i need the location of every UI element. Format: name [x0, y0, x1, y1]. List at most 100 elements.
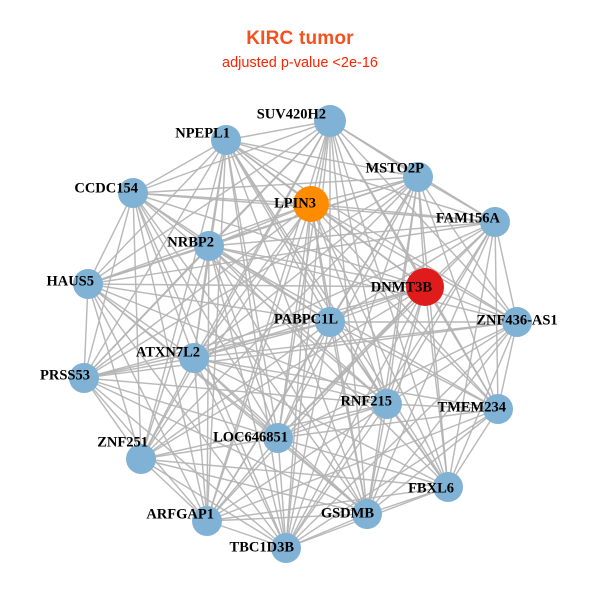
graph-node-msto2p[interactable] — [403, 162, 433, 192]
node-label-gsdmb: GSDMB — [321, 505, 375, 521]
graph-edge — [208, 245, 499, 410]
graph-edge — [83, 377, 142, 460]
graph-edge — [225, 139, 518, 323]
node-label-fam156a: FAM156A — [436, 210, 501, 226]
graph-node-lpin3[interactable] — [293, 186, 329, 222]
graph-edge — [366, 221, 496, 515]
graph-node-ccdc154[interactable] — [118, 178, 148, 208]
graph-edge — [225, 139, 331, 323]
graph-node-znf251[interactable] — [126, 444, 156, 474]
graph-edge — [310, 203, 426, 288]
graph-edge — [329, 120, 388, 405]
graph-edge — [285, 286, 426, 549]
graph-edge — [208, 245, 426, 288]
node-label-nrbp2: NRBP2 — [167, 234, 214, 250]
node-label-npepl1: NPEPL1 — [175, 125, 230, 141]
graph-edge — [132, 192, 279, 439]
graph-edge — [140, 458, 208, 522]
graph-edge — [208, 245, 287, 549]
graph-edge — [494, 221, 499, 410]
graph-edge — [193, 357, 499, 410]
graph-node-haus5[interactable] — [73, 269, 103, 299]
graph-edge — [140, 203, 312, 460]
graph-edge — [285, 321, 518, 549]
graph-edge — [193, 321, 331, 359]
graph-edge — [329, 321, 499, 410]
graph-node-tmem234[interactable] — [483, 394, 513, 424]
graph-edge — [87, 192, 134, 285]
graph-node-tbc1d3b[interactable] — [271, 533, 301, 563]
graph-edge — [386, 403, 499, 410]
graph-edge — [366, 408, 499, 515]
graph-node-nrbp2[interactable] — [194, 231, 224, 261]
graph-edge — [285, 321, 331, 549]
node-label-loc646851: LOC646851 — [213, 429, 288, 445]
graph-edge — [87, 283, 208, 522]
graph-edge — [83, 203, 312, 379]
labels-layer: SUV420H2 NPEPL1 MSTO2P CCDC154 LPIN3 FAM156A N… — [40, 106, 558, 555]
graph-edge — [277, 321, 518, 439]
graph-edge — [366, 403, 388, 515]
node-label-rnf215: RNF215 — [340, 393, 392, 409]
node-label-ccdc154: CCDC154 — [74, 180, 138, 196]
graph-edge — [206, 286, 426, 522]
graph-edge — [132, 192, 287, 549]
node-label-znf251: ZNF251 — [97, 434, 148, 450]
graph-edge — [310, 203, 388, 405]
graph-edge — [424, 286, 449, 488]
graph-node-prss53[interactable] — [69, 363, 99, 393]
graph-edge — [140, 458, 287, 549]
graph-edge — [225, 120, 331, 141]
node-label-arfgap1: ARFGAP1 — [146, 506, 214, 522]
graph-edge — [329, 120, 449, 488]
graph-edge — [277, 321, 331, 439]
graph-edge — [206, 408, 499, 522]
graph-node-dnmt3b[interactable] — [406, 268, 444, 306]
graph-node-gsdmb[interactable] — [352, 499, 382, 529]
graph-edge — [277, 437, 449, 488]
graph-node-arfgap1[interactable] — [192, 506, 222, 536]
graph-node-znf436-as1[interactable] — [502, 307, 532, 337]
graph-node-fbxl6[interactable] — [433, 472, 463, 502]
graph-edge — [193, 357, 208, 522]
graph-edge — [132, 192, 142, 460]
graph-edge — [83, 283, 89, 379]
graph-edge — [193, 203, 312, 359]
graph-edge — [193, 221, 496, 359]
graph-node-loc646851[interactable] — [263, 423, 293, 453]
node-label-msto2p: MSTO2P — [365, 160, 424, 176]
graph-edge — [310, 176, 419, 205]
graph-edge — [225, 139, 287, 549]
graph-edge — [225, 139, 496, 223]
graph-edge — [206, 486, 449, 522]
graph-edge — [140, 403, 388, 460]
node-label-lpin3: LPIN3 — [274, 195, 316, 211]
graph-node-atxn7l2[interactable] — [179, 343, 209, 373]
graph-edge — [277, 403, 388, 439]
graph-edge — [132, 192, 208, 522]
graph-edge — [193, 357, 449, 488]
graph-edge — [208, 245, 331, 323]
graph-edge — [386, 286, 426, 405]
graph-edge — [140, 458, 449, 488]
graph-edge — [329, 120, 518, 323]
graph-edge — [193, 286, 426, 359]
graph-edge — [447, 321, 518, 488]
graph-node-rnf215[interactable] — [372, 389, 402, 419]
graph-edge — [206, 203, 312, 522]
graph-node-suv420h2[interactable] — [314, 105, 346, 137]
graph-edge — [206, 513, 368, 522]
graph-edge — [285, 221, 496, 549]
graph-edge — [132, 120, 331, 194]
graph-edge — [87, 283, 426, 288]
graph-edge — [83, 377, 279, 439]
graph-edge — [206, 321, 331, 522]
graph-node-fam156a[interactable] — [480, 207, 510, 237]
graph-edge — [225, 139, 419, 178]
graph-edge — [206, 403, 388, 522]
graph-node-pabpc1l[interactable] — [315, 307, 345, 337]
graph-edge — [424, 286, 499, 410]
graph-node-npepl1[interactable] — [211, 125, 241, 155]
graph-edge — [132, 176, 419, 194]
